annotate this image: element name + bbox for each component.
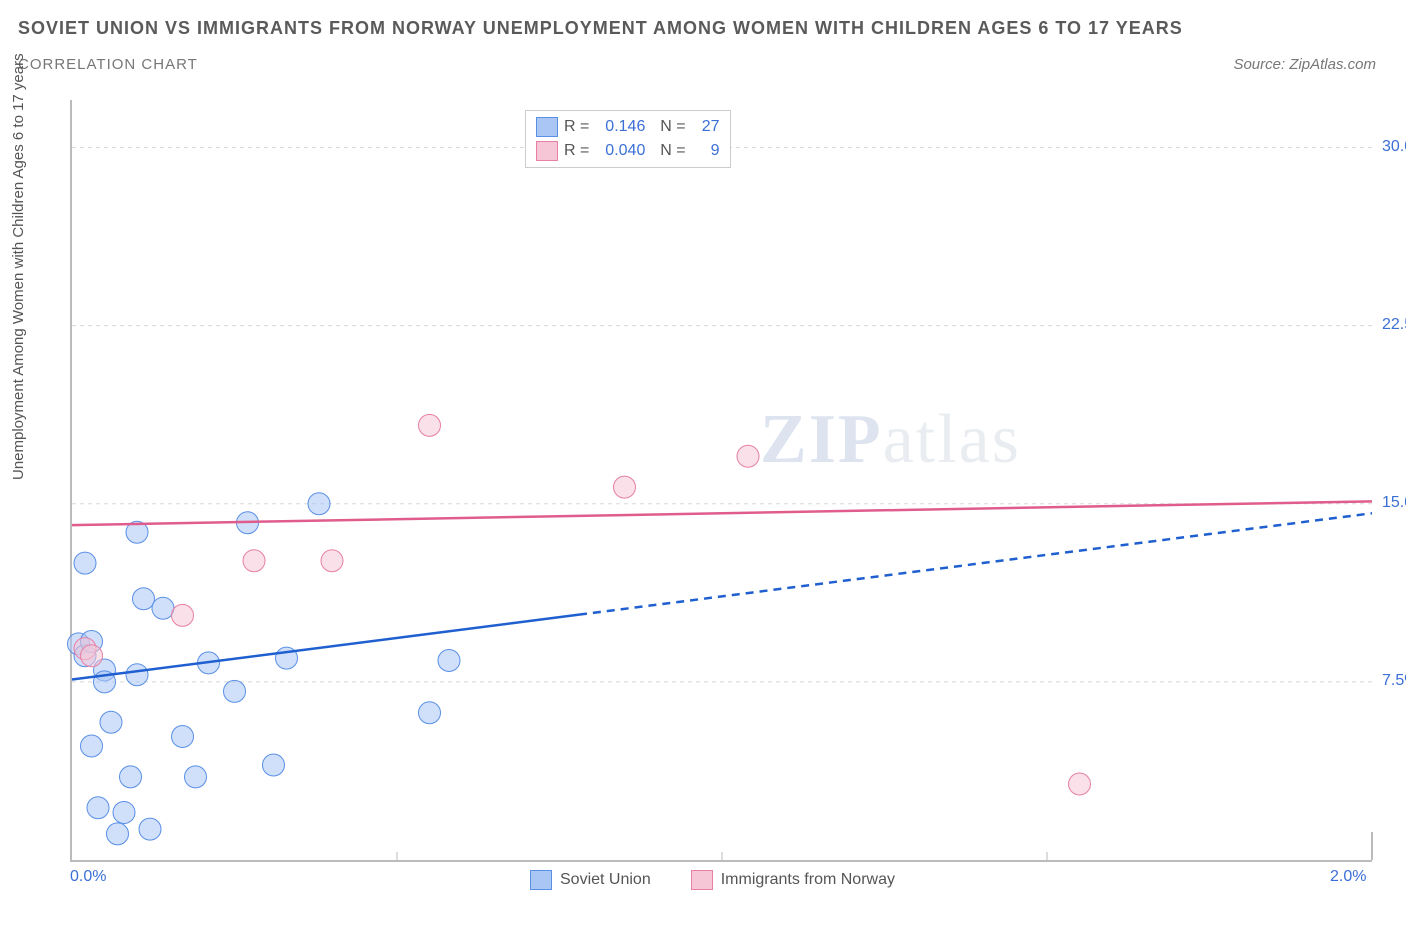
- plot-area: [70, 100, 1372, 862]
- legend-series-label: Soviet Union: [560, 871, 651, 889]
- legend-series-item: Soviet Union: [530, 870, 651, 890]
- y-axis-label: Unemployment Among Women with Children A…: [10, 53, 27, 480]
- legend-series-label: Immigrants from Norway: [721, 871, 895, 889]
- legend-n-label: N =: [651, 118, 685, 136]
- legend-series: Soviet Union Immigrants from Norway: [530, 870, 895, 890]
- legend-r-value: 0.040: [595, 142, 645, 160]
- chart-title: SOVIET UNION VS IMMIGRANTS FROM NORWAY U…: [18, 18, 1183, 39]
- legend-stats: R = 0.146 N = 27 R = 0.040 N = 9: [525, 110, 731, 168]
- legend-swatch: [536, 117, 558, 137]
- legend-n-label: N =: [651, 142, 685, 160]
- legend-r-label: R =: [564, 118, 589, 136]
- y-tick-label: 7.5%: [1382, 672, 1406, 690]
- legend-series-item: Immigrants from Norway: [691, 870, 895, 890]
- legend-swatch: [530, 870, 552, 890]
- watermark: ZIPatlas: [760, 400, 1021, 480]
- legend-stat-row: R = 0.040 N = 9: [536, 139, 720, 163]
- legend-stat-row: R = 0.146 N = 27: [536, 115, 720, 139]
- plot-svg: [72, 100, 1372, 860]
- legend-r-value: 0.146: [595, 118, 645, 136]
- y-tick-label: 30.0%: [1382, 138, 1406, 156]
- legend-swatch: [691, 870, 713, 890]
- y-tick-label: 22.5%: [1382, 316, 1406, 334]
- y-tick-label: 15.0%: [1382, 494, 1406, 512]
- legend-r-label: R =: [564, 142, 589, 160]
- watermark-rest: atlas: [883, 401, 1021, 478]
- chart-subtitle: CORRELATION CHART: [18, 56, 198, 73]
- legend-n-value: 9: [692, 142, 720, 160]
- x-tick-label: 0.0%: [70, 868, 106, 886]
- legend-swatch: [536, 141, 558, 161]
- watermark-bold: ZIP: [760, 401, 883, 478]
- x-tick-label: 2.0%: [1330, 868, 1366, 886]
- legend-n-value: 27: [692, 118, 720, 136]
- source-label: Source: ZipAtlas.com: [1233, 56, 1376, 73]
